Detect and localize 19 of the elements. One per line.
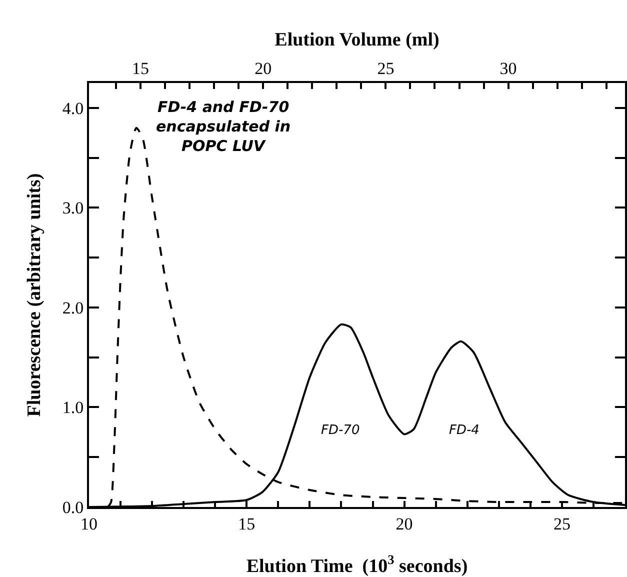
x-tick-label: 25: [553, 514, 570, 534]
y-tick-label: 3.0: [62, 198, 84, 218]
x2-tick-label: 25: [377, 59, 394, 78]
annotation: FD-4 and FD-70 encapsulated in POPC LUV: [156, 98, 291, 155]
y-tick-label: 0.0: [62, 498, 84, 517]
y-axis-title: Fluorescence (arbitrary units): [24, 173, 45, 417]
y-tick-label: 1.0: [62, 398, 84, 418]
x2-tick-label: 20: [254, 59, 272, 78]
x-tick-label: 20: [396, 514, 413, 534]
y-tick-label: 2.0: [62, 298, 84, 318]
x-tick-label: 15: [238, 514, 256, 534]
y-tick-label: 4.0: [62, 98, 84, 118]
x-tick-label: 10: [80, 514, 98, 534]
x2-axis-title: Elution Volume (ml): [274, 30, 440, 51]
x2-tick-label: 30: [500, 59, 517, 78]
x2-tick-label: 15: [132, 59, 149, 78]
x-axis-title: Elution Time (10$^{3}$ seconds): [246, 552, 468, 577]
annotation: FD-4: [449, 423, 480, 438]
annotation: FD-70: [321, 423, 360, 438]
